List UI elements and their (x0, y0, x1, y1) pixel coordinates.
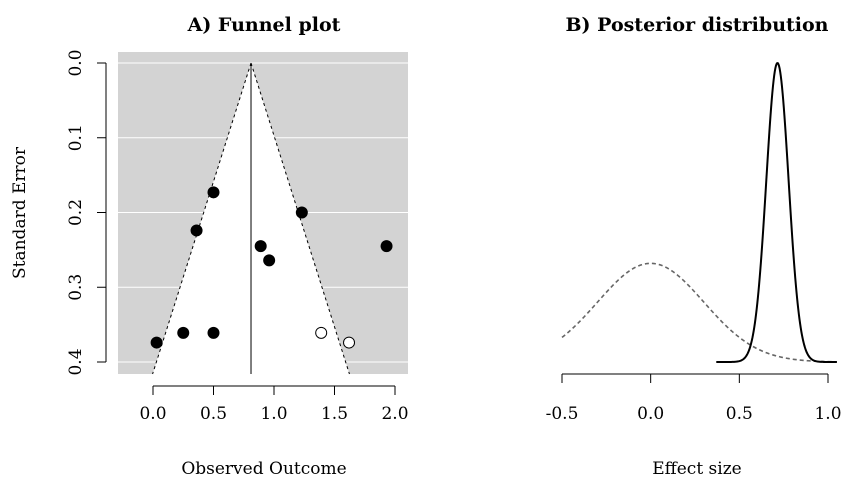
funnel-edge-left (152, 62, 252, 375)
funnel-edges (152, 62, 350, 375)
funnel-edge-right (250, 62, 350, 375)
observed-point-3 (190, 224, 203, 237)
funnel-points (150, 186, 393, 349)
funnel-y-tick-label-1: 0.1 (66, 124, 86, 151)
prior-curve (561, 262, 837, 363)
imputed-point-0 (315, 326, 328, 339)
funnel-y-axis: 0.0 0.1 0.2 0.3 0.4 (66, 49, 107, 376)
funnel-y-tick-label-2: 0.2 (66, 199, 86, 226)
funnel-y-axis-label: Standard Error (10, 146, 30, 279)
posterior-curves (561, 62, 837, 363)
observed-point-4 (207, 186, 220, 199)
observed-point-1 (177, 326, 190, 339)
posterior-x-tick-label-0: -0.5 (546, 404, 579, 424)
posterior-curve (716, 62, 837, 363)
funnel-plot-panel: A) Funnel plot 0.0 0.5 1.0 1.5 2.0 0.0 0.1 0.2… (10, 14, 409, 478)
funnel-y-tick-label-4: 0.4 (66, 348, 86, 375)
funnel-x-tick-label-2: 1.0 (260, 404, 287, 424)
funnel-y-tick-label-0: 0.0 (66, 49, 86, 76)
posterior-x-axis-label: Effect size (652, 459, 741, 478)
posterior-x-tick-label-3: 1.0 (814, 404, 841, 424)
posterior-x-axis: -0.5 0.0 0.5 1.0 (546, 373, 842, 424)
imputed-point-1 (343, 336, 356, 349)
funnel-x-axis-label: Observed Outcome (181, 459, 346, 478)
observed-point-5 (254, 240, 267, 253)
posterior-x-tick-label-2: 0.5 (726, 404, 753, 424)
funnel-x-tick-label-1: 0.5 (200, 404, 227, 424)
observed-point-8 (380, 240, 393, 253)
funnel-x-tick-label-3: 1.5 (321, 404, 348, 424)
observed-point-7 (295, 206, 308, 219)
posterior-x-tick-label-1: 0.0 (637, 404, 664, 424)
funnel-x-tick-label-4: 2.0 (381, 404, 408, 424)
observed-point-6 (263, 254, 276, 267)
observed-point-0 (150, 336, 163, 349)
funnel-x-tick-label-0: 0.0 (139, 404, 166, 424)
funnel-x-axis: 0.0 0.5 1.0 1.5 2.0 (139, 385, 409, 424)
posterior-panel: B) Posterior distribution -0.5 0.0 0.5 1.0 … (546, 14, 842, 478)
funnel-y-tick-label-3: 0.3 (66, 274, 86, 301)
observed-point-2 (207, 326, 220, 339)
posterior-title: B) Posterior distribution (566, 14, 829, 36)
funnel-plot-title: A) Funnel plot (187, 14, 341, 36)
